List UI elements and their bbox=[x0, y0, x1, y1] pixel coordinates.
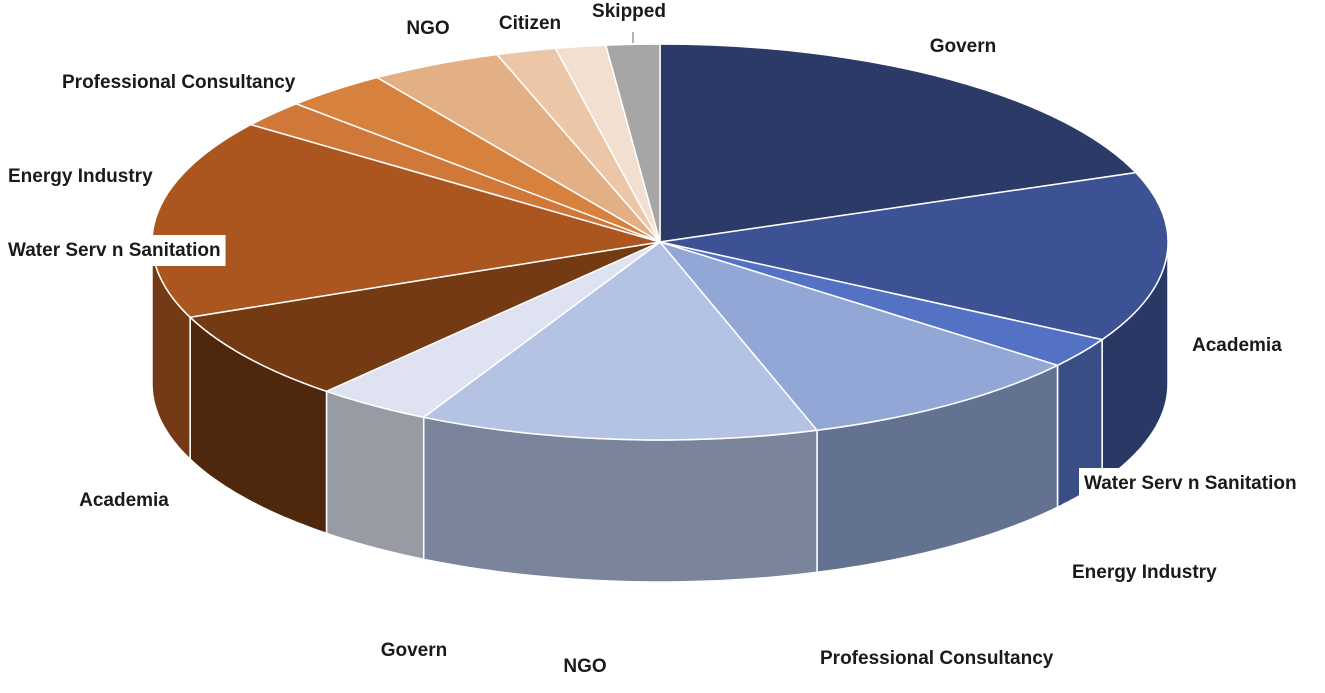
pie-slice-6 bbox=[188, 241, 661, 393]
pie-top bbox=[151, 43, 1169, 441]
pie-slice-0 bbox=[659, 43, 1138, 243]
pie-slice-3 bbox=[657, 240, 1060, 432]
pie-side-4 bbox=[422, 416, 818, 583]
slice-label-10: Professional Consultancy bbox=[62, 72, 296, 93]
slice-label-0: Govern bbox=[930, 36, 997, 57]
slice-label-3: Energy Industry bbox=[1072, 562, 1217, 583]
slice-label-box-2 bbox=[1079, 468, 1302, 499]
pie-slice-7 bbox=[151, 123, 661, 318]
pie-side bbox=[151, 241, 1169, 583]
pie-slice-4 bbox=[421, 240, 819, 441]
slice-label-7: Academia bbox=[79, 490, 169, 511]
slice-label-2: Water Serv n Sanitation bbox=[1084, 473, 1297, 494]
pie-side-5 bbox=[325, 390, 425, 561]
slice-label-9: Energy Industry bbox=[8, 166, 153, 187]
slice-label-8: Water Serv n Sanitation bbox=[8, 240, 221, 261]
slice-labels: Govern Academia Water Serv n Sanitation Ene… bbox=[3, 1, 1302, 677]
slice-label-1: Academia bbox=[1192, 335, 1282, 356]
slice-label-5: NGO bbox=[563, 656, 606, 677]
slice-label-12: Citizen bbox=[499, 13, 561, 34]
slice-label-4: Professional Consultancy bbox=[820, 648, 1054, 669]
slice-label-6: Govern bbox=[381, 640, 448, 661]
pie-slice-1 bbox=[659, 171, 1169, 341]
pie-slice-13 bbox=[604, 43, 661, 243]
slice-label-13: Skipped bbox=[592, 1, 666, 22]
slice-label-box-8 bbox=[3, 235, 226, 266]
slice-label-11: NGO bbox=[406, 18, 449, 39]
